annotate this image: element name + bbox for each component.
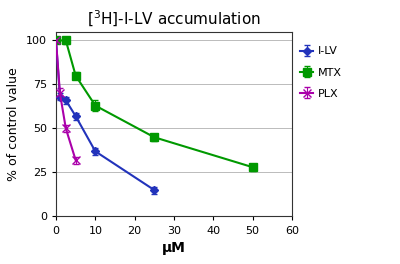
Legend: I-LV, MTX, PLX: I-LV, MTX, PLX — [300, 46, 342, 99]
Y-axis label: % of control value: % of control value — [8, 67, 20, 181]
Title: [$^{3}$H]-I-LV accumulation: [$^{3}$H]-I-LV accumulation — [87, 9, 261, 29]
X-axis label: μM: μM — [162, 241, 186, 255]
